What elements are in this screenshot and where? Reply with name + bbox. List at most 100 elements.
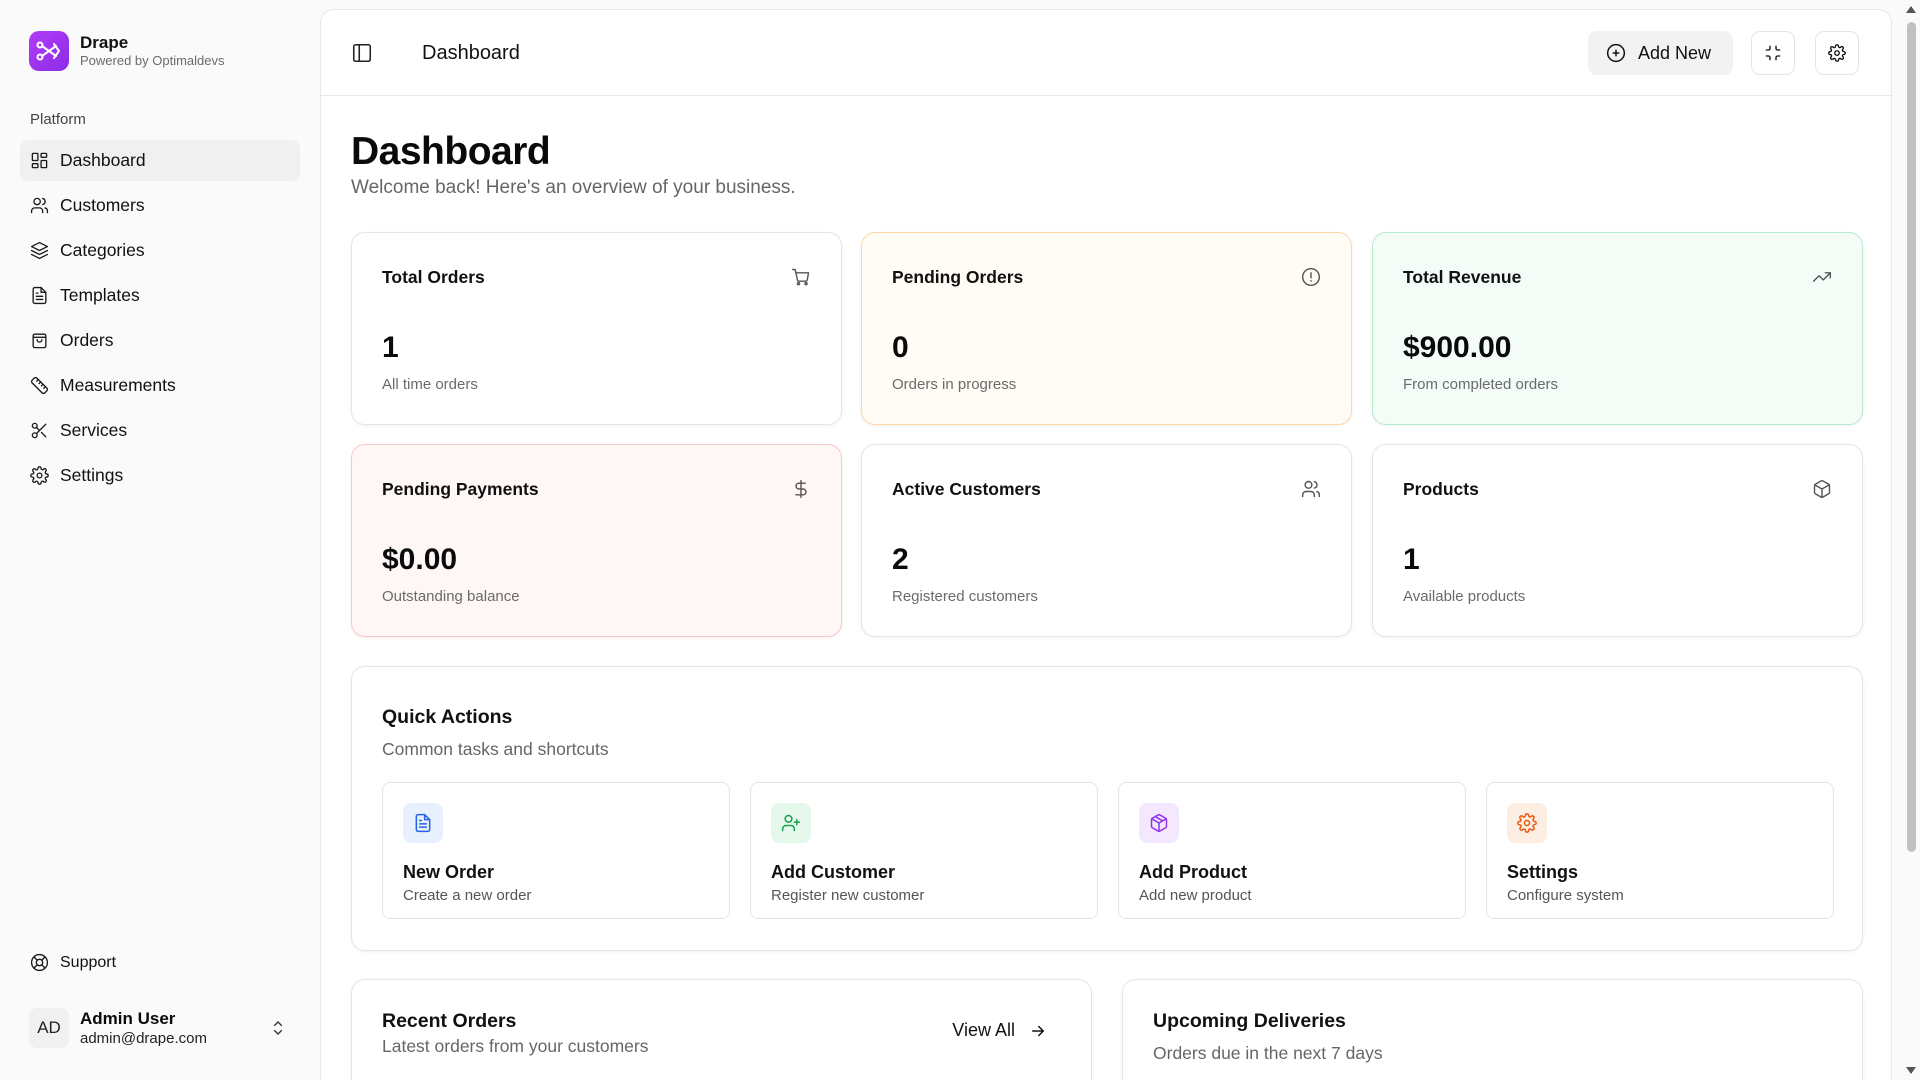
gear-icon — [30, 466, 49, 485]
stat-desc: Outstanding balance — [382, 588, 520, 605]
quick-action-add-product[interactable]: Add Product Add new product — [1118, 782, 1466, 919]
gear-icon — [1828, 44, 1846, 62]
main-panel: Dashboard Add New Dashboard Welcome back… — [320, 9, 1892, 1080]
stat-label: Pending Orders — [892, 267, 1024, 287]
plus-circle-icon — [1606, 43, 1626, 63]
settings-button[interactable] — [1815, 31, 1859, 75]
stat-label: Total Revenue — [1403, 267, 1522, 287]
bag-icon — [32, 333, 47, 349]
qa-icon-wrap — [771, 803, 811, 843]
stat-label: Pending Payments — [382, 479, 539, 499]
page-title: Dashboard — [351, 130, 551, 173]
brand-logo-icon — [29, 31, 69, 71]
sidebar-item-categories[interactable]: Categories — [20, 230, 300, 271]
quick-action-title: New Order — [403, 862, 495, 882]
stat-label: Products — [1403, 479, 1479, 499]
ruler-icon — [30, 376, 49, 395]
sidebar-item-label: Services — [60, 420, 128, 440]
stat-desc: Orders in progress — [892, 376, 1017, 393]
sidebar-item-label: Settings — [60, 465, 124, 485]
stat-card-active-customers: Active Customers 2 Registered customers — [861, 444, 1352, 637]
brand[interactable]: Drape Powered by Optimaldevs — [29, 31, 225, 71]
trending-up-icon — [1812, 272, 1832, 282]
recent-orders-card: Recent Orders Latest orders from your cu… — [351, 979, 1092, 1080]
box-icon — [1813, 479, 1831, 499]
minimize-button[interactable] — [1751, 31, 1795, 75]
page-subtitle: Welcome back! Here's an overview of your… — [351, 177, 796, 198]
stat-desc: Available products — [1403, 588, 1526, 605]
sidebar-item-label: Dashboard — [60, 150, 146, 170]
sidebar-item-label: Categories — [60, 240, 145, 260]
file-text-icon — [415, 813, 431, 833]
upcoming-deliveries-card: Upcoming Deliveries Orders due in the ne… — [1122, 979, 1863, 1080]
topbar-title: Dashboard — [422, 42, 520, 64]
upcoming-deliveries-subtitle: Orders due in the next 7 days — [1153, 1043, 1383, 1063]
sidebar-item-services[interactable]: Services — [20, 410, 300, 451]
sidebar-item-dashboard[interactable]: Dashboard — [20, 140, 300, 181]
stat-value: 2 — [892, 543, 909, 576]
stat-desc: Registered customers — [892, 588, 1038, 605]
quick-action-add-customer[interactable]: Add Customer Register new customer — [750, 782, 1098, 919]
stat-card-products: Products 1 Available products — [1372, 444, 1863, 637]
brand-subtitle: Powered by Optimaldevs — [80, 53, 225, 68]
quick-action-desc: Add new product — [1139, 887, 1252, 904]
stat-desc: All time orders — [382, 376, 478, 393]
sidebar-nav: Dashboard Customers Categories Templates… — [20, 140, 300, 500]
quick-action-new-order[interactable]: New Order Create a new order — [382, 782, 730, 919]
quick-actions-subtitle: Common tasks and shortcuts — [382, 739, 609, 759]
scroll-down-arrow[interactable] — [1906, 1067, 1916, 1074]
quick-action-title: Add Product — [1139, 862, 1247, 882]
stat-value: $900.00 — [1403, 331, 1512, 364]
stat-card-total-orders: Total Orders 1 All time orders — [351, 232, 842, 425]
user-name: Admin User — [80, 1008, 176, 1028]
arrow-right-icon — [1032, 1025, 1044, 1036]
support-link[interactable]: Support — [30, 953, 116, 972]
qa-icon-wrap — [1507, 803, 1547, 843]
recent-orders-title: Recent Orders — [382, 1010, 517, 1032]
package-icon — [1150, 813, 1168, 833]
sidebar-toggle-icon[interactable] — [351, 42, 373, 64]
sidebar-item-measurements[interactable]: Measurements — [20, 365, 300, 406]
gear-icon — [1517, 813, 1537, 833]
sidebar-item-templates[interactable]: Templates — [20, 275, 300, 316]
dollar-icon — [795, 479, 807, 499]
quick-actions-title: Quick Actions — [382, 706, 513, 728]
users-icon — [1301, 480, 1321, 498]
stat-desc: From completed orders — [1403, 376, 1559, 393]
stat-label: Total Orders — [382, 267, 485, 287]
page-scrollbar[interactable] — [1902, 0, 1920, 1080]
qa-icon-wrap — [403, 803, 443, 843]
sidebar-item-orders[interactable]: Orders — [20, 320, 300, 361]
scroll-thumb[interactable] — [1907, 22, 1916, 852]
alert-circle-icon — [1301, 267, 1321, 287]
sidebar-item-settings[interactable]: Settings — [20, 455, 300, 496]
layers-icon — [30, 241, 49, 260]
scroll-up-arrow[interactable] — [1906, 6, 1916, 13]
upcoming-deliveries-title: Upcoming Deliveries — [1153, 1010, 1346, 1032]
sidebar-item-label: Customers — [60, 195, 145, 215]
quick-action-settings[interactable]: Settings Configure system — [1486, 782, 1834, 919]
stat-value: 0 — [892, 331, 909, 364]
lifebuoy-icon — [30, 953, 49, 972]
add-new-button[interactable]: Add New — [1588, 31, 1733, 75]
chevrons-up-down-icon — [273, 1021, 283, 1035]
view-all-button[interactable]: View All — [952, 1020, 1047, 1041]
stat-card-pending-orders: Pending Orders 0 Orders in progress — [861, 232, 1352, 425]
scissors-icon — [31, 422, 47, 439]
user-menu[interactable]: AD Admin User admin@drape.com — [29, 1008, 299, 1048]
quick-action-desc: Register new customer — [771, 887, 925, 904]
quick-actions-card: Quick Actions Common tasks and shortcuts… — [351, 666, 1863, 951]
quick-action-title: Settings — [1507, 862, 1579, 882]
nav-group-label: Platform — [30, 111, 86, 128]
user-plus-icon — [781, 814, 801, 832]
quick-action-title: Add Customer — [771, 862, 896, 882]
add-new-label: Add New — [1638, 42, 1712, 63]
dashboard-icon — [31, 152, 48, 169]
stat-value: 1 — [1403, 543, 1420, 576]
minimize-icon — [1765, 45, 1781, 61]
stat-card-pending-payments: Pending Payments $0.00 Outstanding balan… — [351, 444, 842, 637]
sidebar-item-label: Measurements — [60, 375, 176, 395]
qa-icon-wrap — [1139, 803, 1179, 843]
sidebar-item-customers[interactable]: Customers — [20, 185, 300, 226]
stat-label: Active Customers — [892, 479, 1041, 499]
